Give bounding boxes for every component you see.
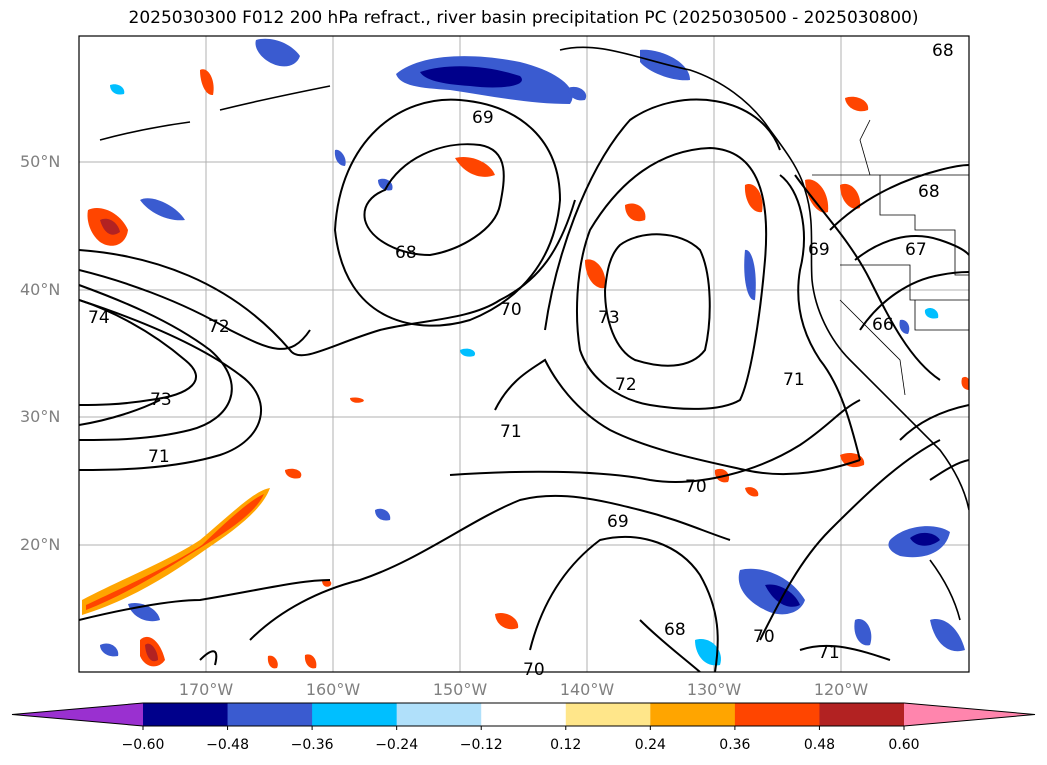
colorbar-segment: [481, 703, 567, 726]
contour-label: 68: [664, 620, 686, 640]
contour-label: 70: [753, 627, 775, 647]
contour-label: 71: [500, 422, 522, 442]
colorbar-tick-label: 0.60: [888, 737, 920, 753]
colorbar-segment: [227, 703, 313, 726]
height-contours: [79, 98, 969, 672]
lat-label: 50°N: [20, 152, 61, 171]
contour-label: 68: [932, 41, 954, 61]
colorbar-segment: [143, 703, 229, 726]
contour-label: 69: [808, 240, 830, 260]
colorbar-segment: [819, 703, 905, 726]
contour-label: 72: [208, 317, 230, 337]
colorbar-tick-label: 0.24: [634, 737, 666, 753]
contour-label: 71: [783, 370, 805, 390]
positive-precip-areas: [82, 69, 969, 669]
lat-label: 40°N: [20, 280, 61, 299]
colorbar-tick-label: −0.24: [375, 737, 419, 753]
contour-label: 68: [395, 243, 417, 263]
lon-label: 120°W: [813, 680, 869, 699]
contour-label: 66: [872, 315, 894, 335]
lon-label: 150°W: [432, 680, 488, 699]
lon-label: 170°W: [178, 680, 234, 699]
coastlines: [99, 46, 969, 621]
negative-precip-areas: [100, 38, 965, 666]
contour-label: 70: [685, 477, 707, 497]
colorbar-segments: [11, 702, 1036, 727]
contour-label: 74: [88, 308, 110, 328]
colorbar-extend-min: [12, 703, 143, 726]
contour-label: 72: [615, 375, 637, 395]
colorbar-ticks: [142, 726, 905, 730]
contour-label-group: 68 69 68 74 72 73 71 70 73 72 71 70 69 6…: [88, 41, 954, 680]
colorbar-segment: [312, 703, 398, 726]
colorbar-segment: [650, 703, 736, 726]
colorbar-extend-max: [904, 703, 1035, 726]
lon-label: 140°W: [559, 680, 615, 699]
contour-label: 73: [598, 308, 620, 328]
plot-border: [78, 35, 970, 673]
colorbar-tick-label: −0.12: [459, 737, 503, 753]
lon-label: 160°W: [305, 680, 361, 699]
contour-label: 71: [818, 643, 840, 663]
contour-label: 73: [150, 390, 172, 410]
contour-label: 70: [523, 660, 545, 680]
colorbar-segment: [396, 703, 482, 726]
contour-label: 69: [472, 108, 494, 128]
contour-label: 71: [148, 447, 170, 467]
map-title: 2025030300 F012 200 hPa refract., river …: [128, 8, 919, 28]
lat-label: 20°N: [20, 535, 61, 554]
plot-area: [79, 36, 969, 672]
contour-label: 70: [500, 300, 522, 320]
colorbar-segment: [565, 703, 651, 726]
colorbar-tick-label: 0.36: [719, 737, 751, 753]
political-borders: [812, 119, 969, 396]
colorbar-tick-label: 0.48: [803, 737, 836, 753]
gridlines: [79, 36, 969, 672]
lon-label: 130°W: [686, 680, 742, 699]
lat-label: 30°N: [20, 407, 61, 426]
colorbar-tick-label: −0.48: [206, 737, 249, 753]
colorbar-tick-label: 0.12: [550, 737, 582, 753]
colorbar-tick-label: −0.36: [290, 737, 334, 753]
colorbar-tick-label: −0.60: [121, 737, 165, 753]
contour-label: 68: [918, 182, 940, 202]
contour-label: 67: [905, 240, 927, 260]
contour-label: 69: [607, 512, 629, 532]
colorbar-segment: [734, 703, 820, 726]
